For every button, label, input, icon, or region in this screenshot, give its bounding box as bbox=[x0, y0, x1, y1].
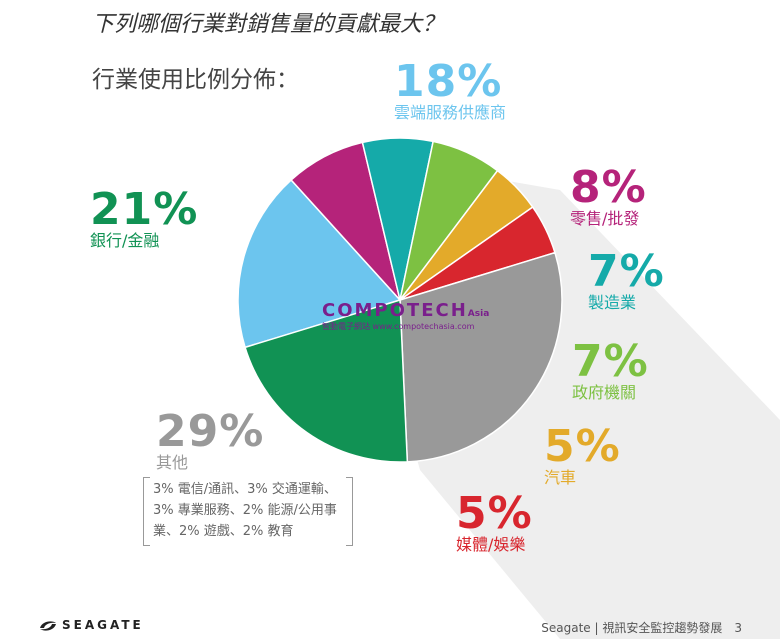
chart-title: 行業使用比例分佈： bbox=[92, 67, 299, 93]
footer-text: Seagate | 視訊安全監控趨勢發展 bbox=[541, 621, 723, 635]
label-government: 7% 政府機關 bbox=[572, 340, 649, 402]
seagate-logo-text: SEAGATE bbox=[62, 618, 144, 632]
slice-banking bbox=[244, 299, 409, 463]
pie-slices bbox=[237, 137, 563, 463]
category-label-cloud: 雲端服務供應商 bbox=[394, 103, 507, 122]
page-number: 3 bbox=[734, 621, 742, 635]
label-other: 29% 其他 bbox=[156, 410, 264, 472]
value-label-banking: 21% bbox=[90, 184, 199, 235]
category-label-manufacturing: 製造業 bbox=[588, 293, 637, 312]
seagate-swirl-icon bbox=[40, 620, 56, 631]
watermark-tagline: 智動電子網站 www.compotechasia.com bbox=[322, 322, 475, 331]
watermark-suffix: Asia bbox=[467, 309, 490, 319]
label-banking: 21% 銀行/金融 bbox=[90, 188, 198, 250]
slide-question: 下列哪個行業對銷售量的貢獻最大？ bbox=[92, 12, 445, 37]
seagate-logo: SEAGATE bbox=[38, 618, 144, 633]
label-manufacturing: 7% 製造業 bbox=[588, 250, 665, 312]
value-label-manufacturing: 7% bbox=[588, 246, 665, 297]
category-label-other: 其他 bbox=[156, 453, 189, 472]
label-retail: 8% 零售/批發 bbox=[570, 166, 647, 228]
value-label-media: 5% bbox=[456, 488, 533, 539]
slide-footer: Seagate | 視訊安全監控趨勢發展 3 bbox=[541, 619, 742, 636]
slice-other bbox=[399, 251, 563, 463]
category-label-retail: 零售/批發 bbox=[570, 209, 640, 228]
value-label-other: 29% bbox=[156, 406, 265, 457]
value-label-retail: 8% bbox=[570, 162, 647, 213]
category-label-automotive: 汽車 bbox=[544, 468, 577, 487]
label-cloud: 18% 雲端服務供應商 bbox=[394, 60, 506, 122]
category-label-media: 媒體/娛樂 bbox=[456, 535, 526, 554]
value-label-cloud: 18% bbox=[394, 56, 503, 107]
slice-cloud bbox=[237, 178, 402, 349]
category-label-government: 政府機關 bbox=[572, 383, 637, 402]
watermark-brand: COMPOTECHAsia bbox=[322, 300, 489, 321]
other-breakdown-note: 3% 電信/通訊、3% 交通運輸、3% 專業服務、2% 能源/公用事業、2% 遊… bbox=[143, 477, 353, 546]
category-label-banking: 銀行/金融 bbox=[90, 231, 160, 250]
other-breakdown-text: 3% 電信/通訊、3% 交通運輸、3% 專業服務、2% 能源/公用事業、2% 遊… bbox=[153, 482, 337, 539]
value-label-government: 7% bbox=[572, 336, 649, 387]
label-media: 5% 媒體/娛樂 bbox=[456, 492, 533, 554]
label-automotive: 5% 汽車 bbox=[544, 425, 621, 487]
value-label-automotive: 5% bbox=[544, 421, 621, 472]
watermark-brand-text: COMPOTECH bbox=[322, 300, 468, 321]
